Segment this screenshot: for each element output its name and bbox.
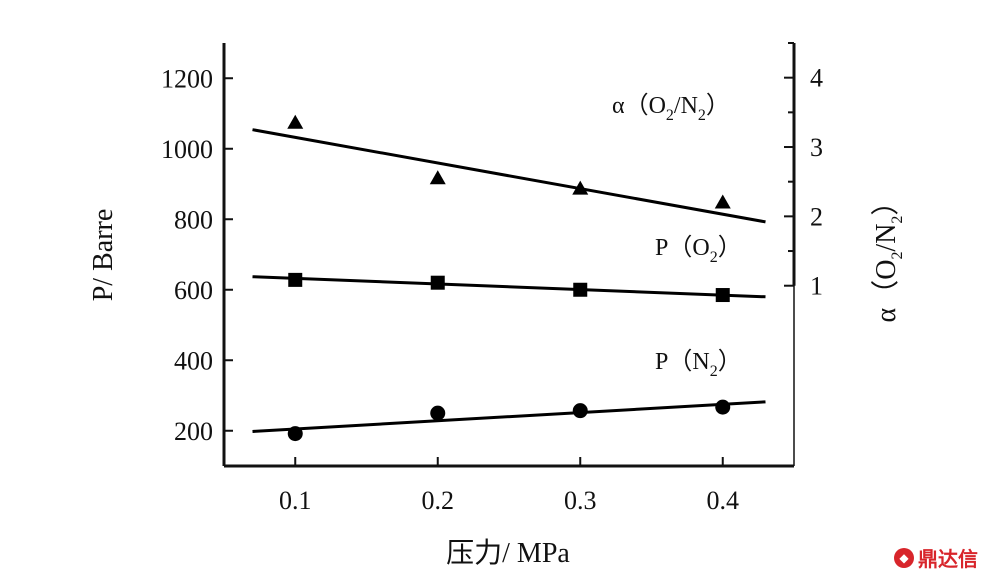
square-marker (288, 272, 303, 287)
triangle-marker (714, 194, 731, 209)
y-tick-label: 800 (174, 205, 213, 234)
square-marker (715, 288, 730, 303)
y2-tick-label: 4 (810, 64, 823, 93)
series-label-p-o2: P（O2） (655, 235, 742, 266)
square-marker (573, 282, 588, 297)
y-tick-label: 400 (174, 346, 213, 375)
watermark: ◆ 鼎达信 (894, 543, 978, 572)
triangle-marker (572, 180, 589, 195)
series-label-alpha: α（O2/N2） (612, 93, 730, 124)
x-tick-label: 0.4 (707, 486, 740, 515)
y-tick-label: 600 (174, 276, 213, 305)
fit-line (252, 400, 766, 433)
fit-line (252, 275, 766, 299)
y-axis-title: P/ Barre (88, 209, 119, 302)
y2-tick-label: 2 (810, 202, 823, 231)
ticks: 0.1 0.2 0.3 0.4 200 400 600 800 1000 1200 1 2 3 4 (161, 42, 823, 515)
fit-lines (252, 128, 766, 433)
x-tick-label: 0.2 (422, 486, 455, 515)
y2-tick-label: 3 (810, 133, 823, 162)
y-tick-label: 1000 (161, 135, 213, 164)
circle-marker (572, 403, 588, 419)
circle-marker (430, 405, 446, 421)
square-marker (430, 275, 445, 290)
x-tick-label: 0.1 (279, 486, 312, 515)
data-markers (287, 114, 731, 442)
x-tick-label: 0.3 (564, 486, 597, 515)
circle-marker (715, 399, 731, 415)
triangle-marker (287, 114, 304, 129)
watermark-text: 鼎达信 (918, 547, 978, 571)
y-tick-label: 1200 (161, 64, 213, 93)
triangle-marker (429, 170, 446, 185)
logo-icon: ◆ (894, 547, 914, 568)
fit-line (252, 128, 766, 224)
circle-marker (287, 426, 303, 442)
y2-tick-label: 1 (810, 272, 823, 301)
y-tick-label: 200 (174, 417, 213, 446)
y2-axis-title: α（O2/N2） (870, 188, 906, 323)
series-label-p-n2: P（N2） (655, 349, 742, 380)
x-axis-title: 压力/ MPa (446, 537, 570, 569)
